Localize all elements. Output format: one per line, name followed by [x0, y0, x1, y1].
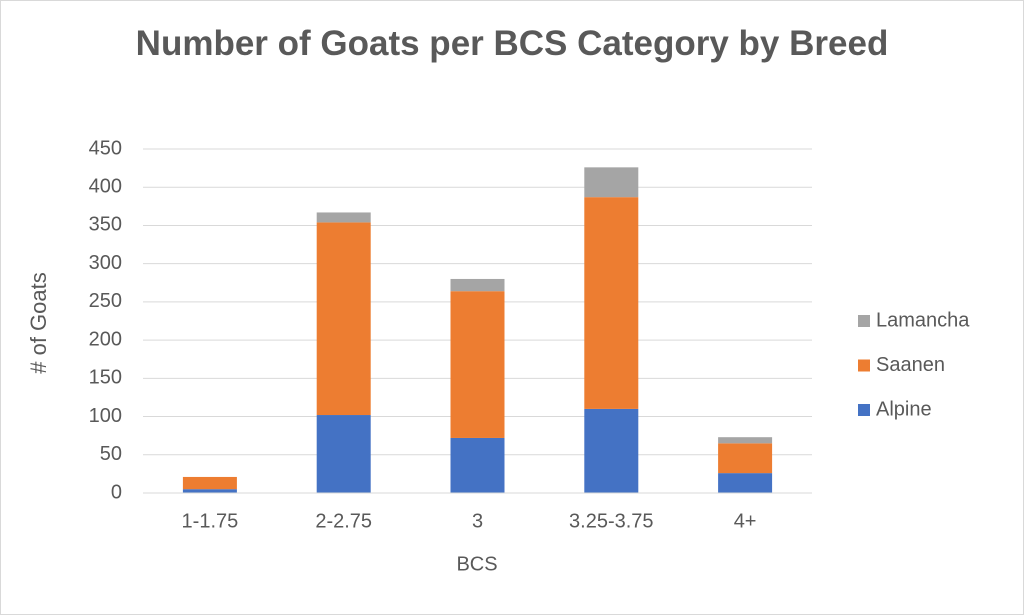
- y-axis-label: # of Goats: [26, 272, 51, 374]
- bar-segment: [450, 437, 505, 493]
- legend-swatch: [858, 404, 870, 416]
- y-tick-label: 150: [89, 367, 122, 389]
- bar-segment: [316, 212, 371, 223]
- bar-segment: [584, 197, 639, 409]
- y-tick-label: 250: [89, 290, 122, 312]
- bar-segment: [182, 489, 237, 493]
- legend-label: Alpine: [876, 398, 932, 420]
- bar-segment: [450, 278, 505, 292]
- bar-segment: [718, 443, 773, 474]
- y-tick-label: 450: [89, 137, 122, 159]
- bar-segment: [450, 291, 505, 438]
- y-tick-label: 50: [100, 443, 122, 465]
- legend-label: Lamancha: [876, 309, 970, 331]
- bar-segment: [182, 476, 237, 490]
- bar-segment: [718, 473, 773, 493]
- x-tick-label: 2-2.75: [315, 510, 372, 532]
- x-tick-label: 3.25-3.75: [569, 510, 654, 532]
- bar-segment: [584, 167, 639, 198]
- y-tick-label: 0: [111, 481, 122, 503]
- bar-segment: [718, 437, 773, 444]
- bar-segment: [316, 415, 371, 493]
- y-tick-label: 300: [89, 252, 122, 274]
- bar-segment: [316, 222, 371, 416]
- chart-title: Number of Goats per BCS Category by Bree…: [135, 24, 889, 63]
- y-tick-label: 400: [89, 176, 122, 198]
- legend-swatch: [858, 315, 870, 327]
- y-tick-label: 200: [89, 328, 122, 350]
- legend-swatch: [858, 359, 870, 372]
- bar-segment: [584, 408, 639, 493]
- x-tick-label: 1-1.75: [182, 510, 239, 532]
- legend-label: Saanen: [876, 354, 945, 376]
- y-tick-label: 100: [89, 405, 122, 427]
- y-tick-label: 350: [89, 214, 122, 236]
- x-tick-label: 4+: [734, 510, 757, 532]
- x-tick-label: 3: [472, 510, 483, 532]
- x-axis-label: BCS: [456, 553, 497, 575]
